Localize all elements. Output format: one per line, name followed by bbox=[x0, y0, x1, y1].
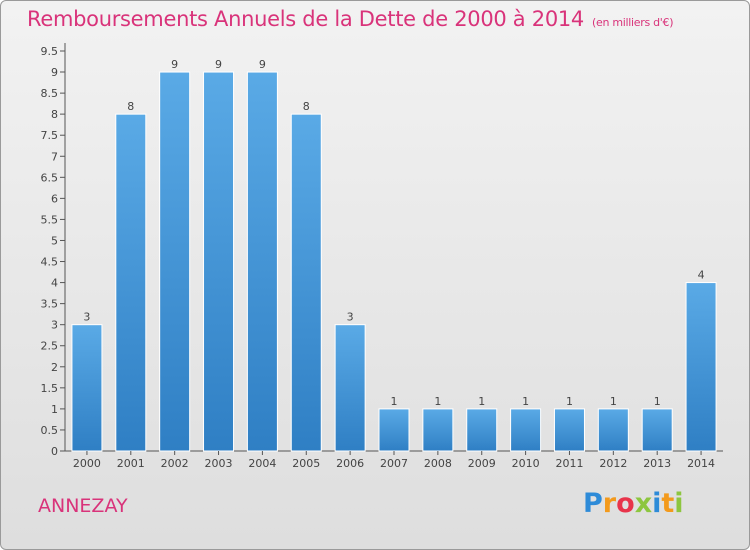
y-tick-label: 8 bbox=[51, 108, 58, 121]
bar-value-label: 1 bbox=[391, 395, 398, 408]
x-tick-label: 2003 bbox=[205, 457, 233, 470]
x-tick-label: 2011 bbox=[555, 457, 583, 470]
bar bbox=[422, 408, 454, 452]
bar-value-label: 8 bbox=[303, 100, 310, 113]
x-tick-label: 2008 bbox=[424, 457, 452, 470]
bar bbox=[71, 324, 103, 452]
bar-value-label: 1 bbox=[610, 395, 617, 408]
y-tick-label: 3 bbox=[51, 319, 58, 332]
bar-value-label: 1 bbox=[434, 395, 441, 408]
bar bbox=[510, 408, 542, 452]
bar-value-label: 4 bbox=[698, 269, 705, 282]
y-tick-label: 5.5 bbox=[41, 213, 59, 226]
y-tick-label: 2.5 bbox=[41, 340, 59, 353]
x-tick-label: 2012 bbox=[599, 457, 627, 470]
bar-value-label: 1 bbox=[566, 395, 573, 408]
bar-value-label: 3 bbox=[83, 311, 90, 324]
y-tick-label: 6 bbox=[51, 192, 58, 205]
x-tick-label: 2014 bbox=[687, 457, 715, 470]
bar bbox=[290, 113, 322, 452]
bar-value-label: 8 bbox=[127, 100, 134, 113]
y-tick-label: 2 bbox=[51, 361, 58, 374]
x-tick-label: 2007 bbox=[380, 457, 408, 470]
chart-subtitle: (en milliers d'€) bbox=[592, 16, 674, 29]
bar bbox=[159, 71, 191, 452]
y-tick-label: 1.5 bbox=[41, 382, 59, 395]
y-tick-label: 9.5 bbox=[41, 45, 59, 58]
y-tick-label: 0.5 bbox=[41, 424, 59, 437]
y-tick-label: 1 bbox=[51, 403, 58, 416]
bar-value-label: 9 bbox=[215, 58, 222, 71]
y-tick-label: 3.5 bbox=[41, 298, 59, 311]
y-tick-label: 7 bbox=[51, 150, 58, 163]
bar bbox=[115, 113, 147, 452]
x-tick-label: 2004 bbox=[248, 457, 276, 470]
chart-title: Remboursements Annuels de la Dette de 20… bbox=[27, 7, 673, 31]
bar bbox=[685, 282, 717, 452]
x-tick-label: 2010 bbox=[512, 457, 540, 470]
bar-value-label: 1 bbox=[478, 395, 485, 408]
x-tick-label: 2000 bbox=[73, 457, 101, 470]
x-tick-label: 2006 bbox=[336, 457, 364, 470]
bar bbox=[597, 408, 629, 452]
x-tick-label: 2013 bbox=[643, 457, 671, 470]
y-tick-label: 7.5 bbox=[41, 129, 59, 142]
bar bbox=[553, 408, 585, 452]
y-tick-label: 9 bbox=[51, 66, 58, 79]
x-tick-label: 2002 bbox=[161, 457, 189, 470]
bar-value-label: 3 bbox=[347, 311, 354, 324]
bar bbox=[466, 408, 498, 452]
y-tick-label: 6.5 bbox=[41, 171, 59, 184]
bar-value-label: 1 bbox=[522, 395, 529, 408]
bar bbox=[203, 71, 235, 452]
commune-name: ANNEZAY bbox=[38, 495, 128, 517]
y-tick-label: 0 bbox=[51, 445, 58, 458]
bar bbox=[641, 408, 673, 452]
y-tick-label: 8.5 bbox=[41, 87, 59, 100]
bar bbox=[246, 71, 278, 452]
y-tick-label: 4.5 bbox=[41, 256, 59, 269]
x-tick-label: 2001 bbox=[117, 457, 145, 470]
chart-title-text: Remboursements Annuels de la Dette de 20… bbox=[27, 7, 584, 31]
bar-value-label: 1 bbox=[654, 395, 661, 408]
bar-value-label: 9 bbox=[259, 58, 266, 71]
proxiti-logo: Proxiti bbox=[583, 488, 684, 519]
y-tick-label: 5 bbox=[51, 234, 58, 247]
x-tick-label: 2009 bbox=[468, 457, 496, 470]
x-tick-label: 2005 bbox=[292, 457, 320, 470]
bar-value-label: 9 bbox=[171, 58, 178, 71]
bar bbox=[334, 324, 366, 452]
y-tick-label: 4 bbox=[51, 277, 58, 290]
bar bbox=[378, 408, 410, 452]
